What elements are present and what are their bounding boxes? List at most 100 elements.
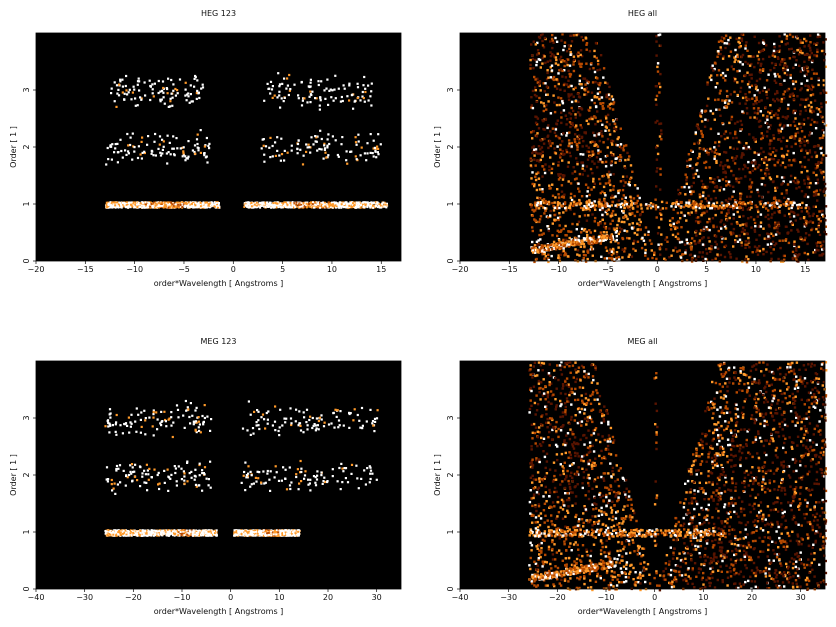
data-pixel <box>580 35 583 39</box>
data-pixel <box>823 176 826 179</box>
data-pixel <box>607 181 610 185</box>
data-pixel <box>752 136 755 139</box>
data-pixel <box>758 100 761 103</box>
data-pixel <box>714 86 717 89</box>
data-pixel <box>793 124 797 127</box>
data-pixel <box>729 256 733 259</box>
data-pixel <box>730 101 734 104</box>
data-pixel <box>576 135 579 138</box>
data-pixel <box>692 190 695 193</box>
data-pixel <box>354 201 357 204</box>
data-pixel <box>550 171 553 175</box>
data-pixel <box>556 229 559 232</box>
data-pixel <box>738 203 742 207</box>
data-pixel <box>807 206 810 209</box>
data-pixel <box>765 117 768 120</box>
data-pixel <box>670 205 673 208</box>
data-pixel <box>337 87 340 90</box>
data-pixel <box>608 179 611 182</box>
data-pixel <box>775 186 779 189</box>
data-pixel <box>781 260 785 263</box>
data-pixel <box>773 244 776 247</box>
data-pixel <box>758 77 762 81</box>
data-pixel <box>130 98 133 101</box>
data-pixel <box>659 122 663 125</box>
data-pixel <box>655 103 658 106</box>
data-pixel <box>596 221 600 225</box>
data-pixel <box>308 95 311 98</box>
data-pixel <box>564 224 567 228</box>
data-pixel <box>597 63 600 66</box>
data-pixel <box>799 236 802 239</box>
data-pixel <box>331 135 334 138</box>
data-pixel <box>126 201 128 204</box>
data-pixel <box>647 233 650 236</box>
data-pixel <box>788 95 792 98</box>
data-pixel <box>577 60 581 63</box>
data-pixel <box>655 257 658 261</box>
data-pixel <box>547 146 550 150</box>
data-pixel <box>214 201 216 204</box>
data-pixel <box>334 97 337 100</box>
data-pixel <box>796 203 799 207</box>
data-pixel <box>537 197 540 201</box>
data-pixel <box>716 74 719 77</box>
data-pixel <box>184 206 187 209</box>
data-pixel <box>576 148 579 151</box>
data-pixel <box>709 127 713 131</box>
data-pixel <box>771 54 774 57</box>
data-pixel <box>371 204 374 207</box>
data-pixel <box>118 83 121 86</box>
data-pixel <box>604 205 608 208</box>
data-pixel <box>340 203 343 206</box>
data-pixel <box>373 146 376 149</box>
data-pixel <box>759 110 762 113</box>
data-pixel <box>723 132 726 136</box>
data-pixel <box>171 96 174 99</box>
data-pixel <box>602 174 606 178</box>
data-pixel <box>658 135 662 138</box>
data-pixel <box>762 177 765 180</box>
data-pixel <box>271 155 274 158</box>
data-pixel <box>377 133 380 136</box>
data-pixel <box>805 222 808 225</box>
data-pixel <box>701 255 704 259</box>
data-pixel <box>268 87 271 90</box>
data-pixel <box>566 131 569 135</box>
data-pixel <box>749 55 752 58</box>
data-pixel <box>769 245 772 249</box>
data-pixel <box>585 79 588 82</box>
data-pixel <box>803 165 807 169</box>
data-pixel <box>778 45 781 48</box>
data-pixel <box>184 155 187 158</box>
data-pixel <box>316 135 319 138</box>
data-pixel <box>632 242 635 245</box>
data-pixel <box>695 163 698 166</box>
data-pixel <box>769 124 772 127</box>
data-pixel <box>344 201 347 204</box>
data-pixel <box>760 200 763 203</box>
data-pixel <box>589 106 592 109</box>
data-pixel <box>160 201 163 204</box>
data-pixel <box>776 206 780 209</box>
data-pixel <box>705 252 709 255</box>
data-pixel <box>745 142 748 145</box>
data-pixel <box>153 201 155 204</box>
data-pixel <box>777 129 780 132</box>
data-pixel <box>161 89 164 92</box>
data-pixel <box>607 176 610 179</box>
data-pixel <box>567 85 570 89</box>
data-pixel <box>822 41 825 44</box>
data-pixel <box>768 176 772 179</box>
data-pixel <box>793 240 796 243</box>
data-pixel <box>529 58 532 62</box>
data-pixel <box>753 228 756 232</box>
data-pixel <box>744 44 747 47</box>
data-pixel <box>660 216 663 220</box>
data-pixel <box>750 84 754 87</box>
data-pixel <box>348 203 351 205</box>
data-pixel <box>708 228 711 232</box>
data-pixel <box>813 42 816 45</box>
data-pixel <box>713 67 716 71</box>
data-pixel <box>822 170 825 174</box>
